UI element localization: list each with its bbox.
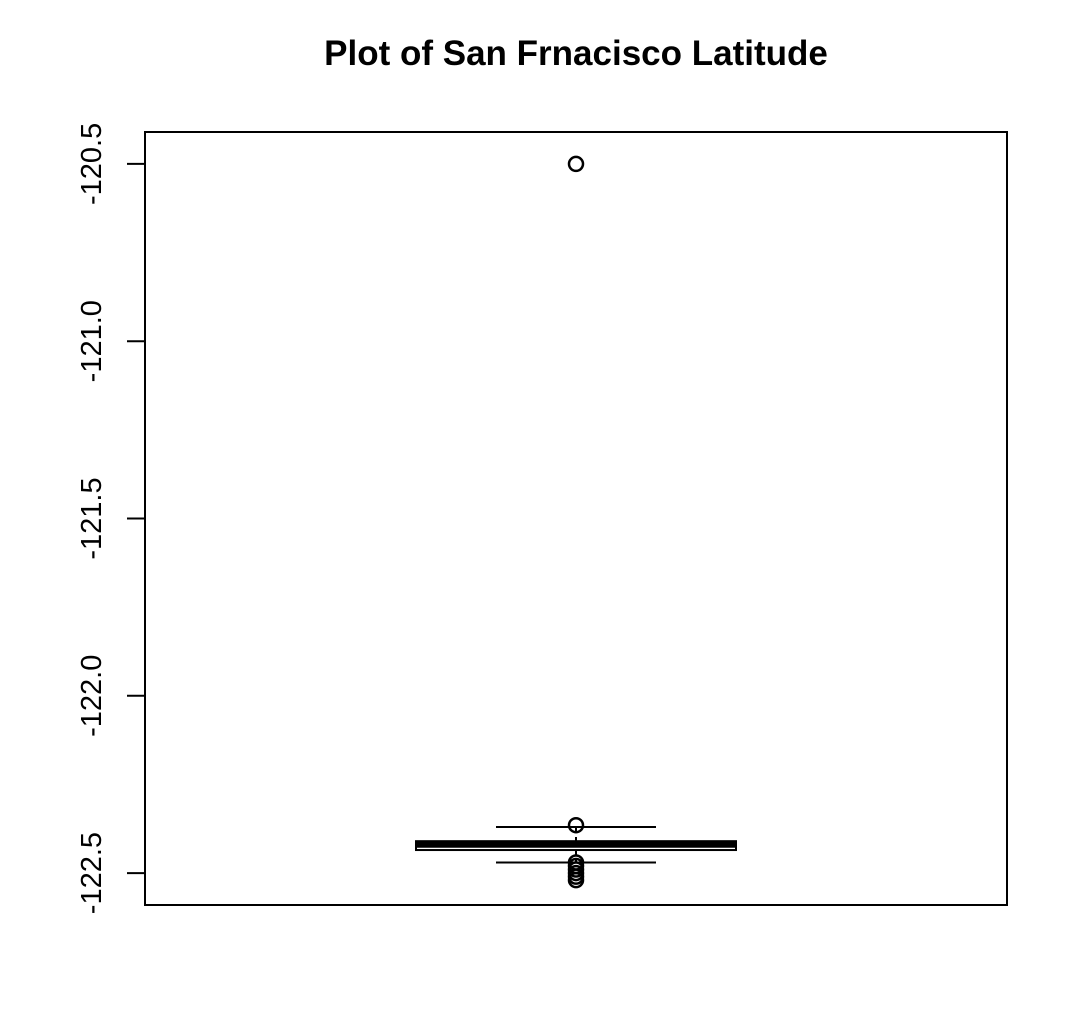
y-axis: -120.5 -121.0 -121.5 -122.0 -122.5 (76, 123, 146, 914)
y-tick-label: -120.5 (76, 123, 108, 205)
outlier-point (567, 816, 585, 834)
outliers (567, 155, 585, 889)
outlier-point (567, 155, 585, 173)
chart-title: Plot of San Frnacisco Latitude (324, 34, 828, 73)
plot-frame (144, 131, 1008, 906)
outlier-point (567, 871, 585, 889)
y-tick-label: -121.0 (76, 300, 108, 382)
y-tick-label: -122.0 (76, 655, 108, 737)
y-tick-label: -121.5 (76, 477, 108, 559)
y-tick-label: -122.5 (76, 832, 108, 914)
box-plot (415, 825, 737, 864)
